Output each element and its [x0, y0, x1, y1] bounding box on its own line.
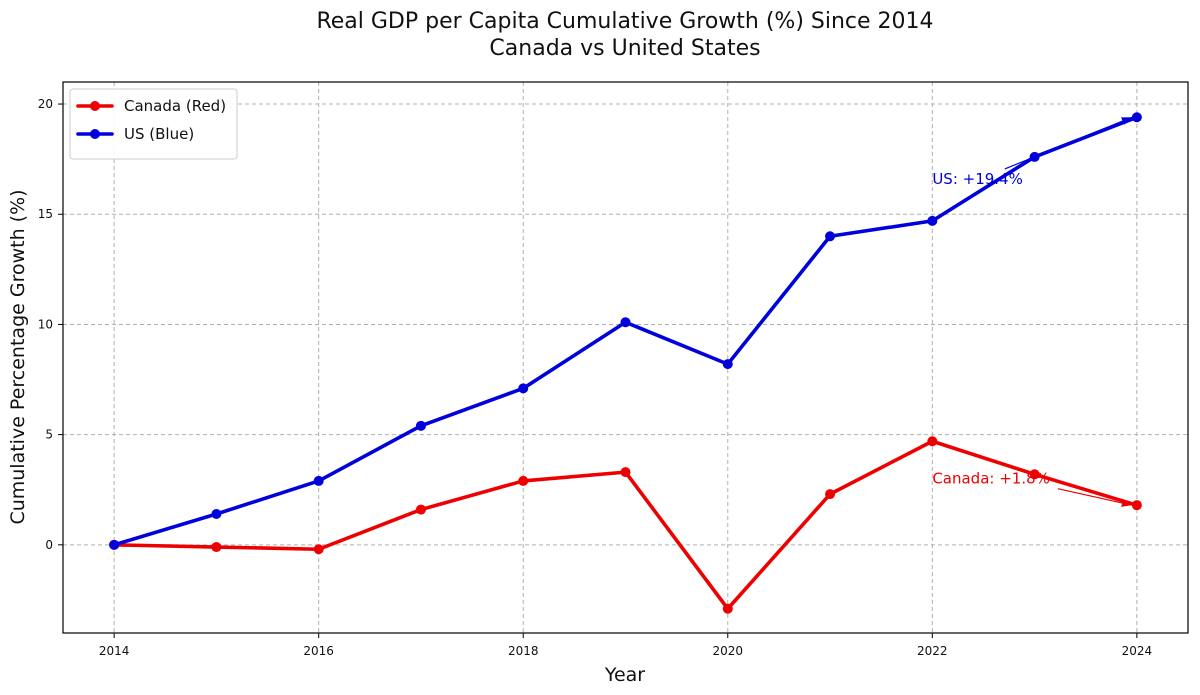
legend-swatch-marker — [90, 129, 100, 139]
y-tick-label: 10 — [38, 317, 53, 331]
y-axis-label: Cumulative Percentage Growth (%) — [7, 189, 29, 524]
data-point — [1131, 112, 1142, 123]
series-canada-red — [109, 436, 1142, 614]
x-tick-label: 2020 — [712, 644, 743, 658]
data-point — [620, 317, 631, 328]
y-axis: 0 5 10 15 20 — [38, 97, 63, 552]
y-tick-label: 0 — [45, 538, 53, 552]
x-tick-label: 2016 — [303, 644, 334, 658]
x-axis: 2014 2016 2018 2020 2022 2024 — [99, 633, 1152, 658]
annotation: Canada: +1.8% — [932, 470, 1132, 507]
chart-subtitle: Canada vs United States — [489, 36, 760, 61]
data-point — [825, 231, 836, 242]
arrow-head — [1121, 499, 1132, 507]
data-point — [109, 539, 120, 550]
legend-entry: US (Blue) — [76, 125, 194, 143]
annotation-arrow — [1004, 116, 1133, 170]
legend-label: US (Blue) — [124, 125, 194, 143]
data-point — [927, 436, 938, 447]
annotation: US: +19.4% — [932, 116, 1133, 188]
x-tick-label: 2014 — [99, 644, 130, 658]
legend-entry: Canada (Red) — [76, 97, 226, 115]
data-point — [825, 489, 836, 500]
data-point — [1131, 500, 1142, 511]
data-point — [518, 475, 529, 486]
arrow-head — [1121, 117, 1132, 125]
series-layer — [109, 112, 1142, 614]
x-tick-label: 2024 — [1122, 644, 1153, 658]
x-tick-label: 2018 — [508, 644, 539, 658]
data-point — [722, 603, 733, 614]
annotation-text: Canada: +1.8% — [932, 470, 1050, 488]
data-point — [415, 420, 426, 431]
data-point — [620, 467, 631, 478]
y-tick-label: 20 — [38, 97, 53, 111]
data-point — [415, 504, 426, 515]
x-axis-label: Year — [604, 664, 645, 686]
legend-swatch-marker — [90, 101, 100, 111]
chart-title: Real GDP per Capita Cumulative Growth (%… — [316, 9, 933, 34]
data-point — [313, 475, 324, 486]
legend: Canada (Red) US (Blue) — [69, 88, 238, 160]
data-point — [927, 215, 938, 226]
data-point — [313, 544, 324, 555]
data-point — [1029, 469, 1040, 480]
annotation-arrow — [1057, 488, 1132, 506]
data-point — [518, 383, 529, 394]
data-point — [211, 508, 222, 519]
y-tick-label: 5 — [45, 428, 53, 442]
x-tick-label: 2022 — [917, 644, 948, 658]
series-line — [112, 439, 1139, 611]
data-point — [211, 542, 222, 553]
data-point — [722, 359, 733, 370]
series-us-blue — [109, 112, 1142, 550]
annotations: US: +19.4% Canada: +1.8% — [932, 116, 1133, 507]
y-tick-label: 15 — [38, 207, 53, 221]
annotation-text: US: +19.4% — [932, 170, 1023, 188]
plot-frame — [62, 81, 1189, 634]
legend-label: Canada (Red) — [124, 97, 226, 115]
